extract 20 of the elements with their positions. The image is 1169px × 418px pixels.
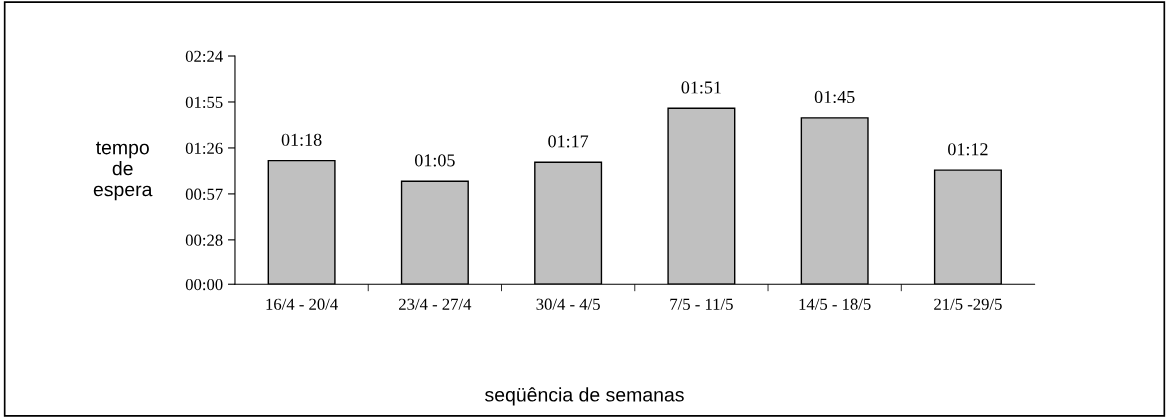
data-label: 01:51 [681,81,721,94]
x-tick-label: 21/5 -29/5 [934,298,1002,310]
x-tick-label: 14/5 - 18/5 [799,298,871,310]
data-label: 01:17 [548,135,589,148]
y-tick-label: 00:00 [185,278,223,291]
x-tick-label: 16/4 - 20/4 [266,298,338,310]
y-tick-label: 02:24 [185,50,223,63]
data-label: 01:05 [414,154,455,167]
x-tick-label: 7/5 - 11/5 [670,298,733,310]
x-tick-label: 30/4 - 4/5 [536,298,600,310]
data-label: 01:12 [948,143,988,156]
x-axis-title: seqüência de semanas [485,387,684,406]
y-tick-label: 01:55 [185,96,223,108]
y-tick-label: 01:26 [185,142,223,154]
data-label: 01:45 [814,90,855,104]
y-tick-label: 00:57 [185,188,223,200]
y-tick-label: 00:28 [185,234,223,246]
data-label: 01:18 [281,133,322,146]
x-tick-label: 23/4 - 27/4 [399,298,472,310]
y-axis-title: tempo de espera [93,141,153,201]
